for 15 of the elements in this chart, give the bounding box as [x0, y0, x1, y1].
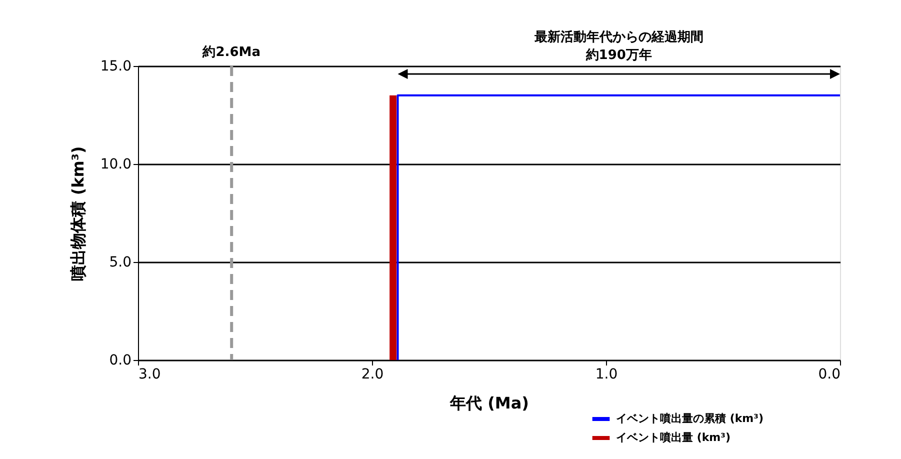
ref-line-label: 約2.6Ma — [202, 45, 260, 60]
x-tick-label: 0.0 — [818, 366, 840, 382]
legend-label: イベント噴出量 (km³) — [616, 431, 730, 444]
x-tick-label: 2.0 — [361, 366, 384, 382]
legend-label: イベント噴出量の累積 (km³) — [616, 412, 764, 425]
y-tick-label: 15.0 — [100, 58, 132, 74]
x-axis-title: 年代 (Ma) — [449, 394, 529, 412]
y-tick-label: 0.0 — [109, 352, 132, 368]
y-tick-label: 10.0 — [100, 156, 132, 172]
text: 最新活動年代からの経過期間 — [533, 29, 704, 45]
y-tick-label: 5.0 — [109, 254, 132, 270]
y-axis-title: 噴出物体積 (km³) — [68, 146, 88, 281]
x-tick-label: 1.0 — [595, 366, 618, 382]
text: 約190万年 — [584, 48, 652, 63]
x-tick-label: 3.0 — [138, 366, 161, 382]
